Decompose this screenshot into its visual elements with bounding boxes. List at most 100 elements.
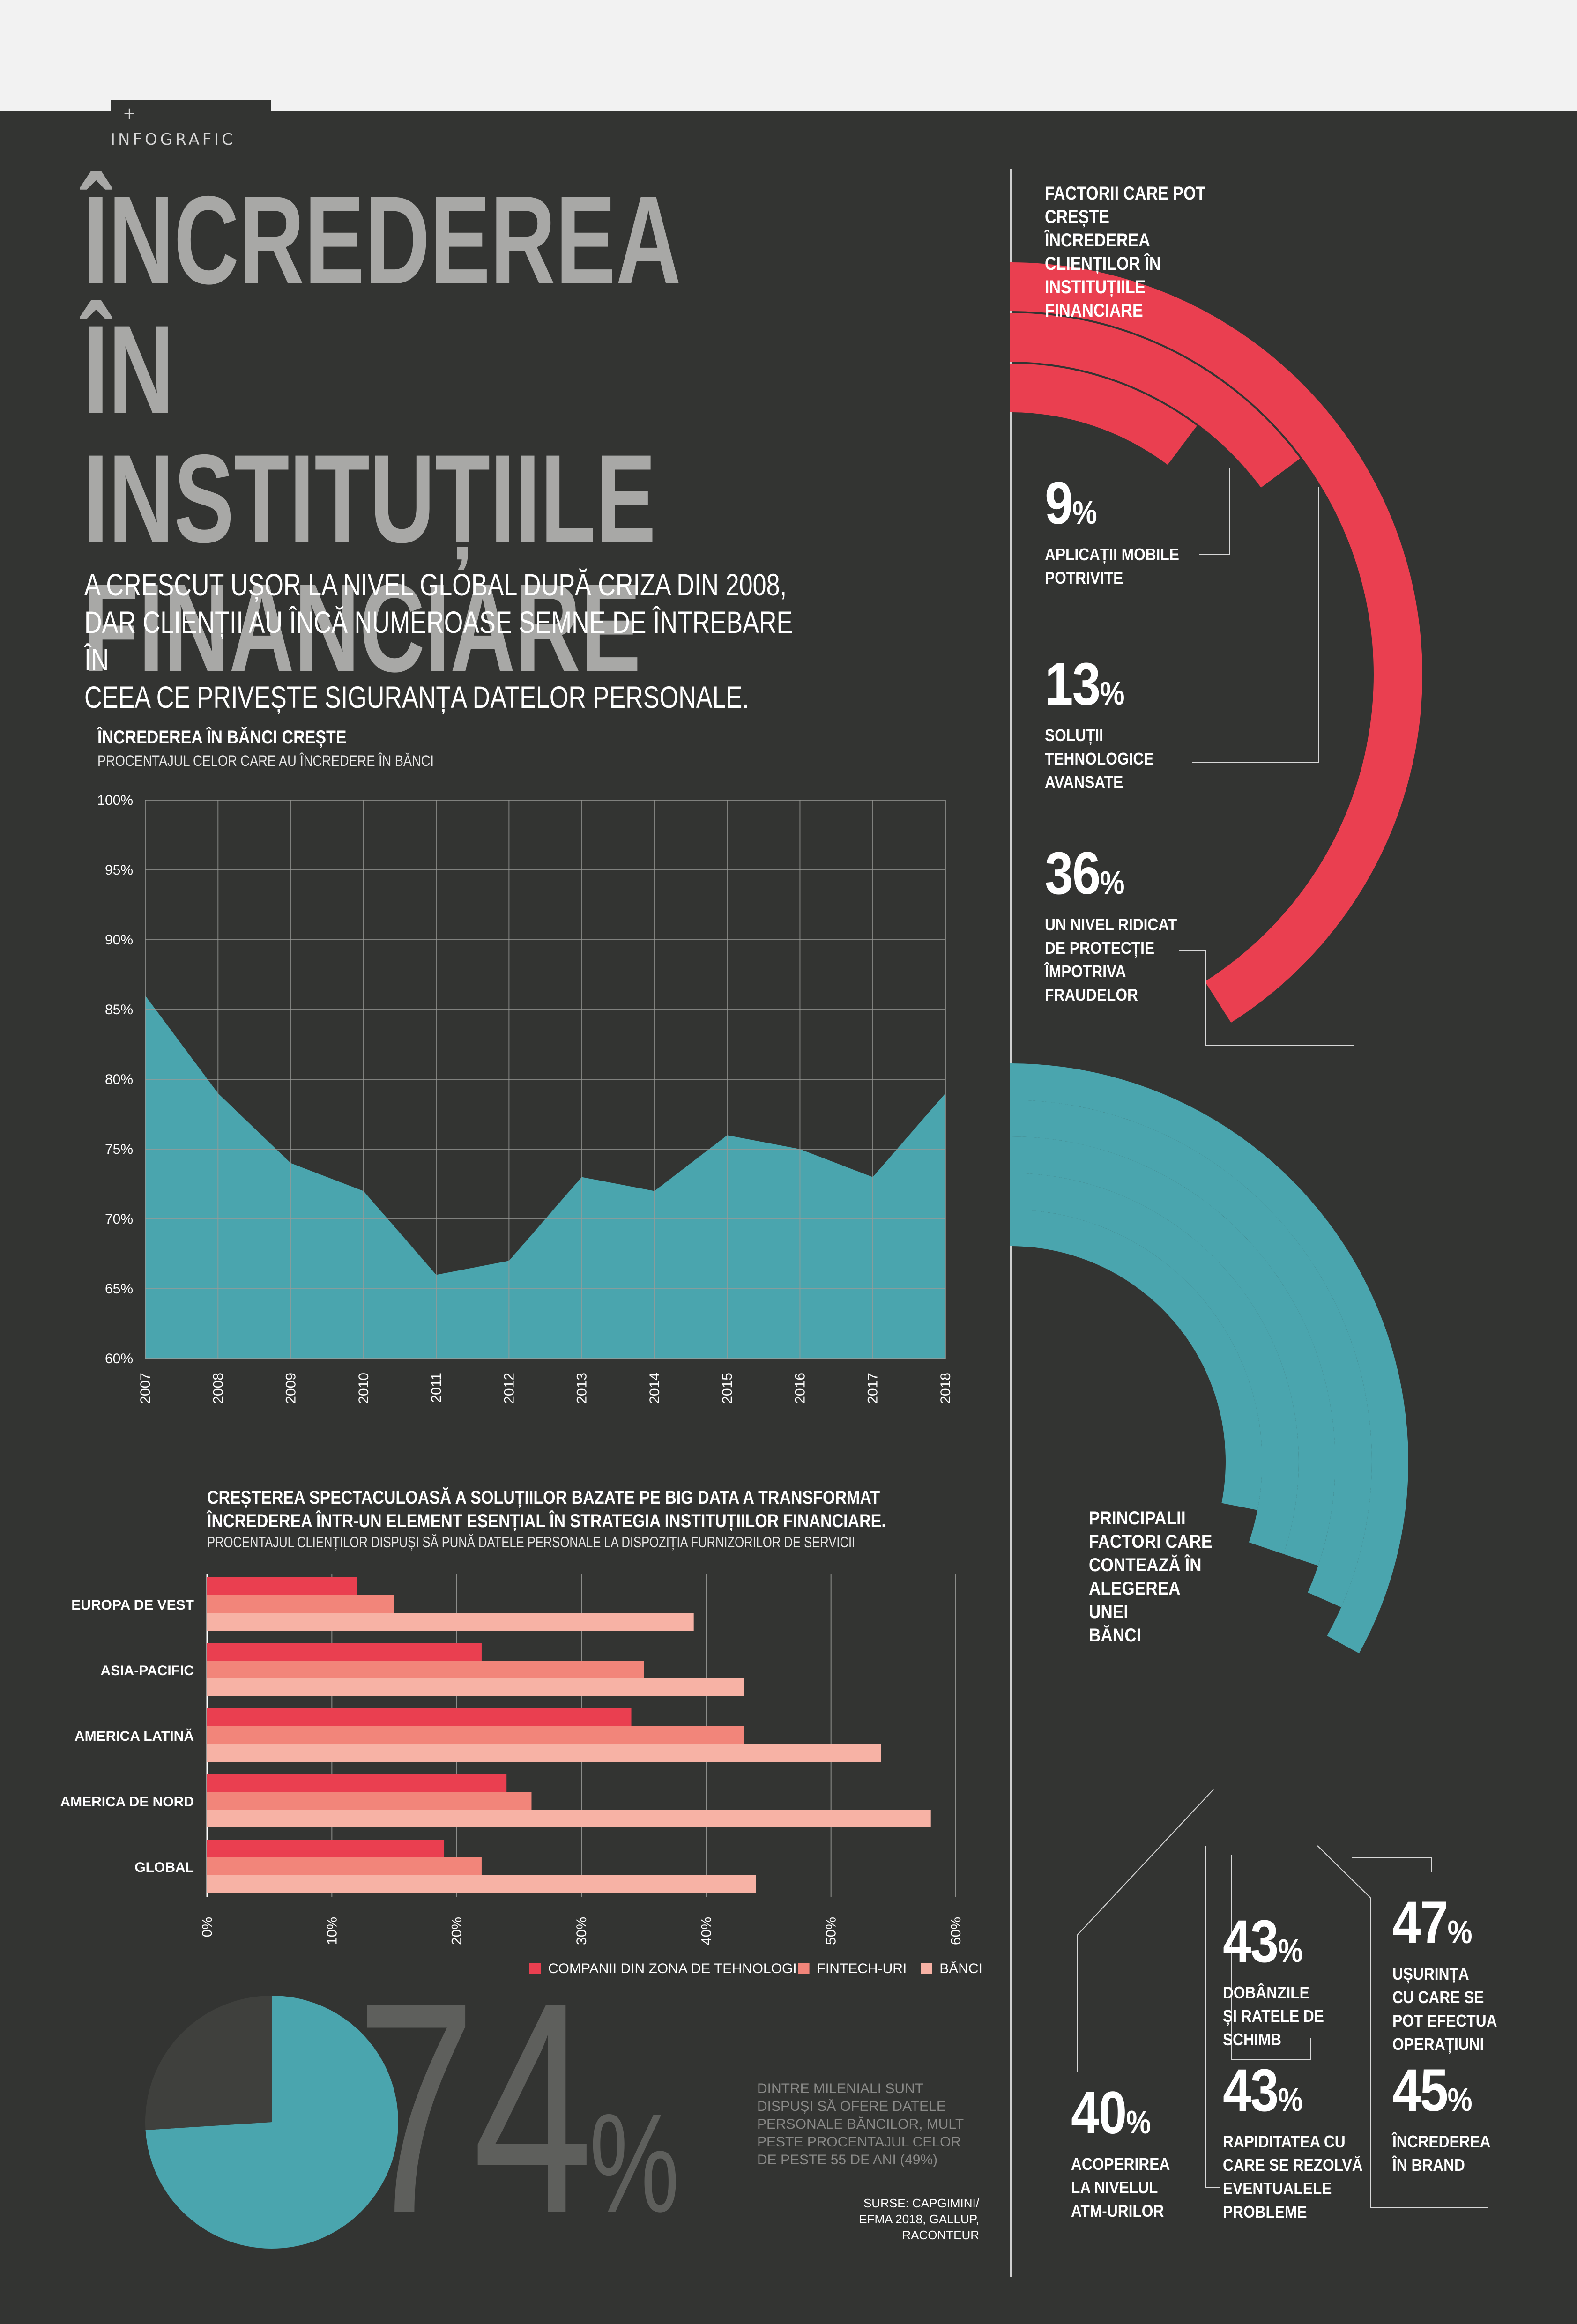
stat-unit: % — [1447, 2081, 1473, 2118]
stat-unit: % — [1100, 675, 1125, 712]
bar-category-label: AMERICA DE NORD — [60, 1794, 194, 1810]
area-x-tick-label: 2013 — [574, 1373, 590, 1404]
bank-stat-interest-rates: 43% DOBÂNZILE ȘI RATELE DE SCHIMB — [1223, 1911, 1391, 2051]
big-percentage: 74% — [356, 1958, 679, 2303]
subtitle-line: A CRESCUT UȘOR LA NIVEL GLOBAL DUPĂ CRIZ… — [84, 567, 787, 602]
bar-1-1 — [207, 1661, 644, 1678]
connector-line — [1205, 1846, 1220, 2188]
bank-factors-title: PRINCIPALII FACTORI CARE CONTEAZĂ ÎN ALE… — [1089, 1507, 1221, 1647]
bar-chart-title-line: CREȘTEREA SPECTACULOASĂ A SOLUȚIILOR BAZ… — [207, 1487, 880, 1508]
area-x-tick-label: 2007 — [138, 1373, 153, 1404]
connector-line — [1352, 1857, 1432, 1872]
stat-value: 47 — [1392, 1889, 1448, 1956]
factor-arc-0 — [1010, 364, 1197, 465]
area-y-tick-label: 70% — [105, 1211, 133, 1227]
infographic-tag: + INFOGRAFIC — [111, 100, 271, 149]
stat-label-line: DE PROTECȚIE — [1045, 938, 1155, 958]
legend-label: BĂNCI — [939, 1961, 982, 1976]
bar-x-tick-label: 30% — [574, 1917, 589, 1945]
factors-title: FACTORII CARE POT CREȘTE ÎNCREDEREA CLIE… — [1045, 182, 1244, 322]
area-x-tick-label: 2010 — [356, 1373, 372, 1404]
connector-line — [1317, 1845, 1488, 2208]
stat-label-line: RAPIDITATEA CU — [1223, 2132, 1346, 2151]
area-chart-title: ÎNCREDEREA ÎN BĂNCI CREȘTE — [97, 727, 347, 748]
bar-0-2 — [207, 1613, 694, 1631]
area-x-tick-label: 2015 — [720, 1373, 735, 1404]
factor-arc-2 — [1010, 262, 1422, 1023]
bar-chart-subtitle: PROCENTAJUL CLIENȚILOR DISPUȘI SĂ PUNĂ D… — [207, 1534, 855, 1551]
stat-value: 43 — [1223, 2057, 1279, 2124]
bank-stat-ease-of-operations: 47% UȘURINȚA CU CARE SE POT EFECTUA OPERAȚI… — [1392, 1893, 1561, 2056]
bar-x-tick-label: 50% — [824, 1917, 839, 1945]
stat-label-line: ÎNCREDEREA — [1392, 2132, 1491, 2151]
stat-label-line: PROBLEME — [1223, 2202, 1307, 2221]
bar-1-0 — [207, 1643, 482, 1661]
stat-unit: % — [1447, 1914, 1473, 1950]
area-y-tick-label: 85% — [105, 1002, 133, 1017]
bar-3-2 — [207, 1810, 931, 1827]
area-y-tick-label: 75% — [105, 1142, 133, 1157]
stat-unit: % — [1100, 864, 1125, 901]
stat-label-line: DOBÂNZILE — [1223, 1983, 1309, 2002]
stat-value: 13 — [1045, 651, 1101, 718]
area-x-tick-label: 2009 — [283, 1373, 299, 1404]
area-x-tick-label: 2008 — [210, 1373, 226, 1404]
area-chart-subtitle: PROCENTAJUL CELOR CARE AU ÎNCREDERE ÎN B… — [97, 752, 434, 769]
bank-arc-2 — [1010, 1136, 1335, 1566]
big-percentage-value: 74 — [356, 1940, 593, 2275]
factors-title-line: INSTITUȚIILE FINANCIARE — [1045, 277, 1146, 321]
bar-0-0 — [207, 1577, 357, 1595]
title-line: FINANCIARE — [83, 557, 641, 698]
bar-3-0 — [207, 1774, 507, 1792]
bar-4-0 — [207, 1840, 445, 1857]
stat-label-line: POT EFECTUA — [1392, 2011, 1497, 2030]
legend-swatch — [529, 1963, 541, 1974]
stat-label-line: UȘURINȚA — [1392, 1964, 1469, 1983]
bank-arc-4 — [1010, 1063, 1409, 1654]
factor-arc-1 — [1010, 313, 1300, 488]
bank-factors-title-line: FACTORI CARE — [1089, 1531, 1213, 1552]
stat-label-line: CARE SE REZOLVĂ — [1223, 2155, 1363, 2175]
bar-category-label: GLOBAL — [134, 1860, 194, 1875]
page-title: ÎNCREDEREA ÎN INSTITUȚIILE FINANCIARE — [83, 175, 724, 692]
bar-x-tick-label: 60% — [948, 1917, 964, 1945]
stat-label-line: OPERAȚIUNI — [1392, 2034, 1484, 2054]
area-y-tick-label: 90% — [105, 932, 133, 948]
bar-0-1 — [207, 1595, 394, 1613]
bank-arc-0 — [1010, 1210, 1263, 1510]
stat-value: 36 — [1045, 840, 1101, 907]
source-note: SURSE: CAPGIMINI/ EFMA 2018, GALLUP, RAC… — [859, 2196, 979, 2242]
bar-x-tick-label: 10% — [324, 1917, 340, 1945]
bar-4-1 — [207, 1857, 482, 1875]
bar-x-tick-label: 0% — [200, 1917, 215, 1937]
bar-2-1 — [207, 1726, 744, 1744]
stat-label-line: ÎMPOTRIVA — [1045, 962, 1126, 981]
bank-arc-1 — [1010, 1173, 1299, 1554]
factor-stat-tech-solutions: 13% SOLUȚII TEHNOLOGICE AVANSATE — [1045, 654, 1213, 794]
stat-value: 9 — [1045, 470, 1073, 537]
area-x-tick-label: 2012 — [501, 1373, 517, 1404]
area-x-tick-label: 2018 — [938, 1373, 953, 1404]
bar-x-tick-label: 40% — [699, 1917, 714, 1945]
connector-line — [1231, 1855, 1311, 2060]
bar-x-tick-label: 20% — [449, 1917, 465, 1945]
stat-label-line: FRAUDELOR — [1045, 985, 1138, 1004]
bank-factors-title-line: PRINCIPALII — [1089, 1508, 1186, 1529]
area-series — [145, 995, 945, 1359]
bank-factors-title-line: BĂNCI — [1089, 1625, 1141, 1646]
bar-3-1 — [207, 1792, 532, 1810]
stat-label-line: POTRIVITE — [1045, 568, 1123, 587]
stat-unit: % — [1278, 2081, 1303, 2118]
stat-label-line: SOLUȚII — [1045, 726, 1103, 745]
bar-1-2 — [207, 1678, 744, 1696]
bank-stat-problem-resolution: 43% RAPIDITATEA CU CARE SE REZOLVĂ EVENTUA… — [1223, 2060, 1391, 2224]
factors-title-line: ÎNCREDEREA CLIENȚILOR ÎN — [1045, 230, 1161, 274]
bar-chart-title: CREȘTEREA SPECTACULOASĂ A SOLUȚIILOR BAZ… — [207, 1486, 964, 1533]
area-y-tick-label: 60% — [105, 1351, 133, 1366]
stat-label-line: EVENTUALELE — [1223, 2179, 1332, 2198]
stat-label-line: CU CARE SE — [1392, 1988, 1484, 2007]
bar-4-2 — [207, 1875, 756, 1893]
factor-stat-fraud-protection: 36% UN NIVEL RIDICAT DE PROTECȚIE ÎMPOTRIV… — [1045, 843, 1213, 1007]
bar-category-label: ASIA-PACIFIC — [101, 1663, 194, 1678]
area-x-tick-label: 2017 — [865, 1373, 881, 1404]
